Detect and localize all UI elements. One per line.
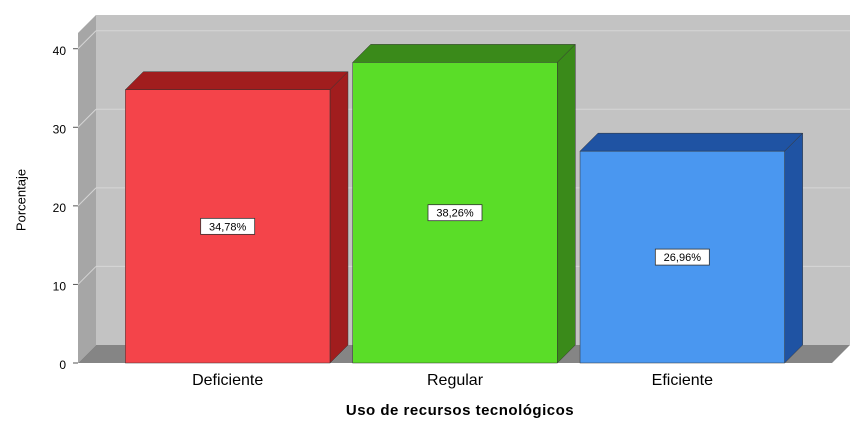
grid-line (77, 30, 97, 50)
y-tick-label: 20 (53, 201, 67, 215)
grid-line (77, 266, 97, 285)
bar-top (579, 132, 804, 152)
bar-side (557, 43, 576, 364)
y-tick-label: 40 (53, 44, 67, 58)
y-tick-label: 0 (59, 358, 66, 372)
bar-top (352, 44, 576, 63)
left-wall (78, 15, 96, 363)
value-label: 34,78% (209, 221, 247, 233)
value-label-box (654, 248, 710, 266)
x-tick-label: Eficiente (652, 372, 713, 389)
grid-line (77, 108, 97, 128)
value-label-box (200, 217, 256, 235)
y-axis-label: Porcentaje (13, 169, 28, 231)
bar-top (124, 71, 349, 90)
y-tick-label: 30 (53, 122, 67, 136)
value-label: 38,26% (436, 208, 474, 220)
bar-side (784, 132, 803, 364)
x-tick-label: Deficiente (192, 372, 263, 389)
bar-side (329, 71, 349, 364)
x-tick-label: Regular (427, 372, 484, 389)
grid-line (77, 187, 97, 207)
value-label-box (427, 204, 483, 222)
x-axis-label: Uso de recursos tecnológicos (346, 402, 574, 419)
value-label: 26,96% (664, 252, 702, 264)
y-tick-label: 10 (53, 280, 67, 294)
